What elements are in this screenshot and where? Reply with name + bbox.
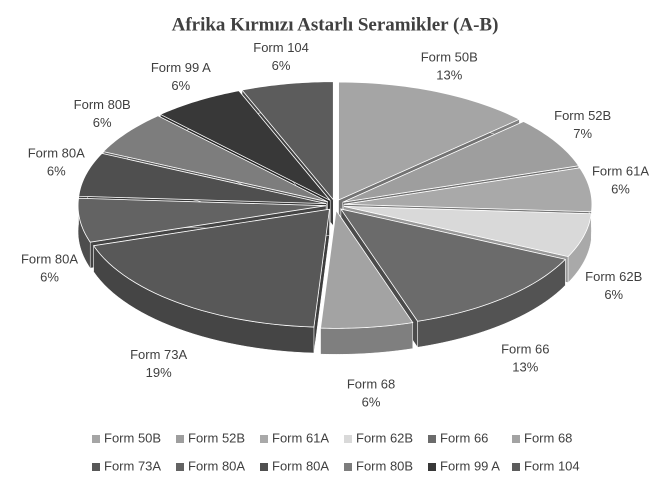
data-label-name: Form 52B	[554, 108, 611, 123]
data-label: 7%	[573, 126, 592, 141]
data-label-name: Form 80A	[28, 146, 85, 161]
data-label: 6%	[362, 394, 381, 409]
data-label-name: Form 61A	[592, 163, 649, 178]
slice	[343, 205, 592, 258]
slice	[241, 81, 334, 201]
data-label-name: Form 80A	[21, 251, 78, 266]
legend-swatch	[428, 435, 436, 443]
slice	[320, 209, 414, 329]
legend-label: Form 104	[524, 458, 580, 473]
data-label: 13%	[512, 359, 538, 374]
data-label: 13%	[436, 67, 462, 82]
slice	[102, 115, 328, 203]
data-label: 6%	[611, 181, 630, 196]
data-label-name: Form 80B	[74, 97, 131, 112]
data-label-name: Form 62B	[585, 269, 642, 284]
data-label-name: Form 50B	[421, 49, 478, 64]
data-label: 6%	[171, 78, 190, 93]
legend-swatch	[92, 463, 100, 471]
legend-swatch	[260, 463, 268, 471]
slice	[159, 90, 331, 201]
legend-label: Form 99 A	[440, 458, 500, 473]
legend-swatch	[512, 463, 520, 471]
legend-swatch	[344, 463, 352, 471]
legend-label: Form 80A	[272, 458, 329, 473]
slice	[77, 197, 327, 243]
slice	[343, 167, 593, 213]
legend-swatch	[176, 435, 184, 443]
legend-swatch	[92, 435, 100, 443]
data-label: 6%	[93, 115, 112, 130]
slice	[78, 152, 327, 205]
legend-label: Form 73A	[104, 458, 161, 473]
slice	[342, 121, 580, 203]
legend-label: Form 80A	[188, 458, 245, 473]
legend-swatch	[176, 463, 184, 471]
data-label: 6%	[604, 287, 623, 302]
data-label: 6%	[40, 269, 59, 284]
legend-swatch	[344, 435, 352, 443]
data-label: 6%	[272, 58, 291, 73]
data-label-name: Form 73A	[130, 347, 187, 362]
data-label-name: Form 66	[501, 341, 549, 356]
legend-swatch	[512, 435, 520, 443]
chart-title: Afrika Kırmızı Astarlı Seramikler (A-B)	[172, 14, 499, 35]
slice	[340, 208, 567, 322]
data-label: 19%	[146, 365, 172, 380]
legend-label: Form 68	[524, 430, 572, 445]
data-label-name: Form 99 A	[151, 60, 211, 75]
legend-label: Form 52B	[188, 430, 245, 445]
legend-label: Form 80B	[356, 458, 413, 473]
legend-label: Form 61A	[272, 430, 329, 445]
data-label-name: Form 104	[253, 40, 309, 55]
legend-label: Form 62B	[356, 430, 413, 445]
slice	[92, 208, 330, 328]
data-label: 6%	[47, 164, 66, 179]
legend-swatch	[260, 435, 268, 443]
data-label-name: Form 68	[347, 376, 395, 391]
legend-label: Form 50B	[104, 430, 161, 445]
legend-label: Form 66	[440, 430, 488, 445]
legend-swatch	[428, 463, 436, 471]
slice	[338, 81, 521, 201]
